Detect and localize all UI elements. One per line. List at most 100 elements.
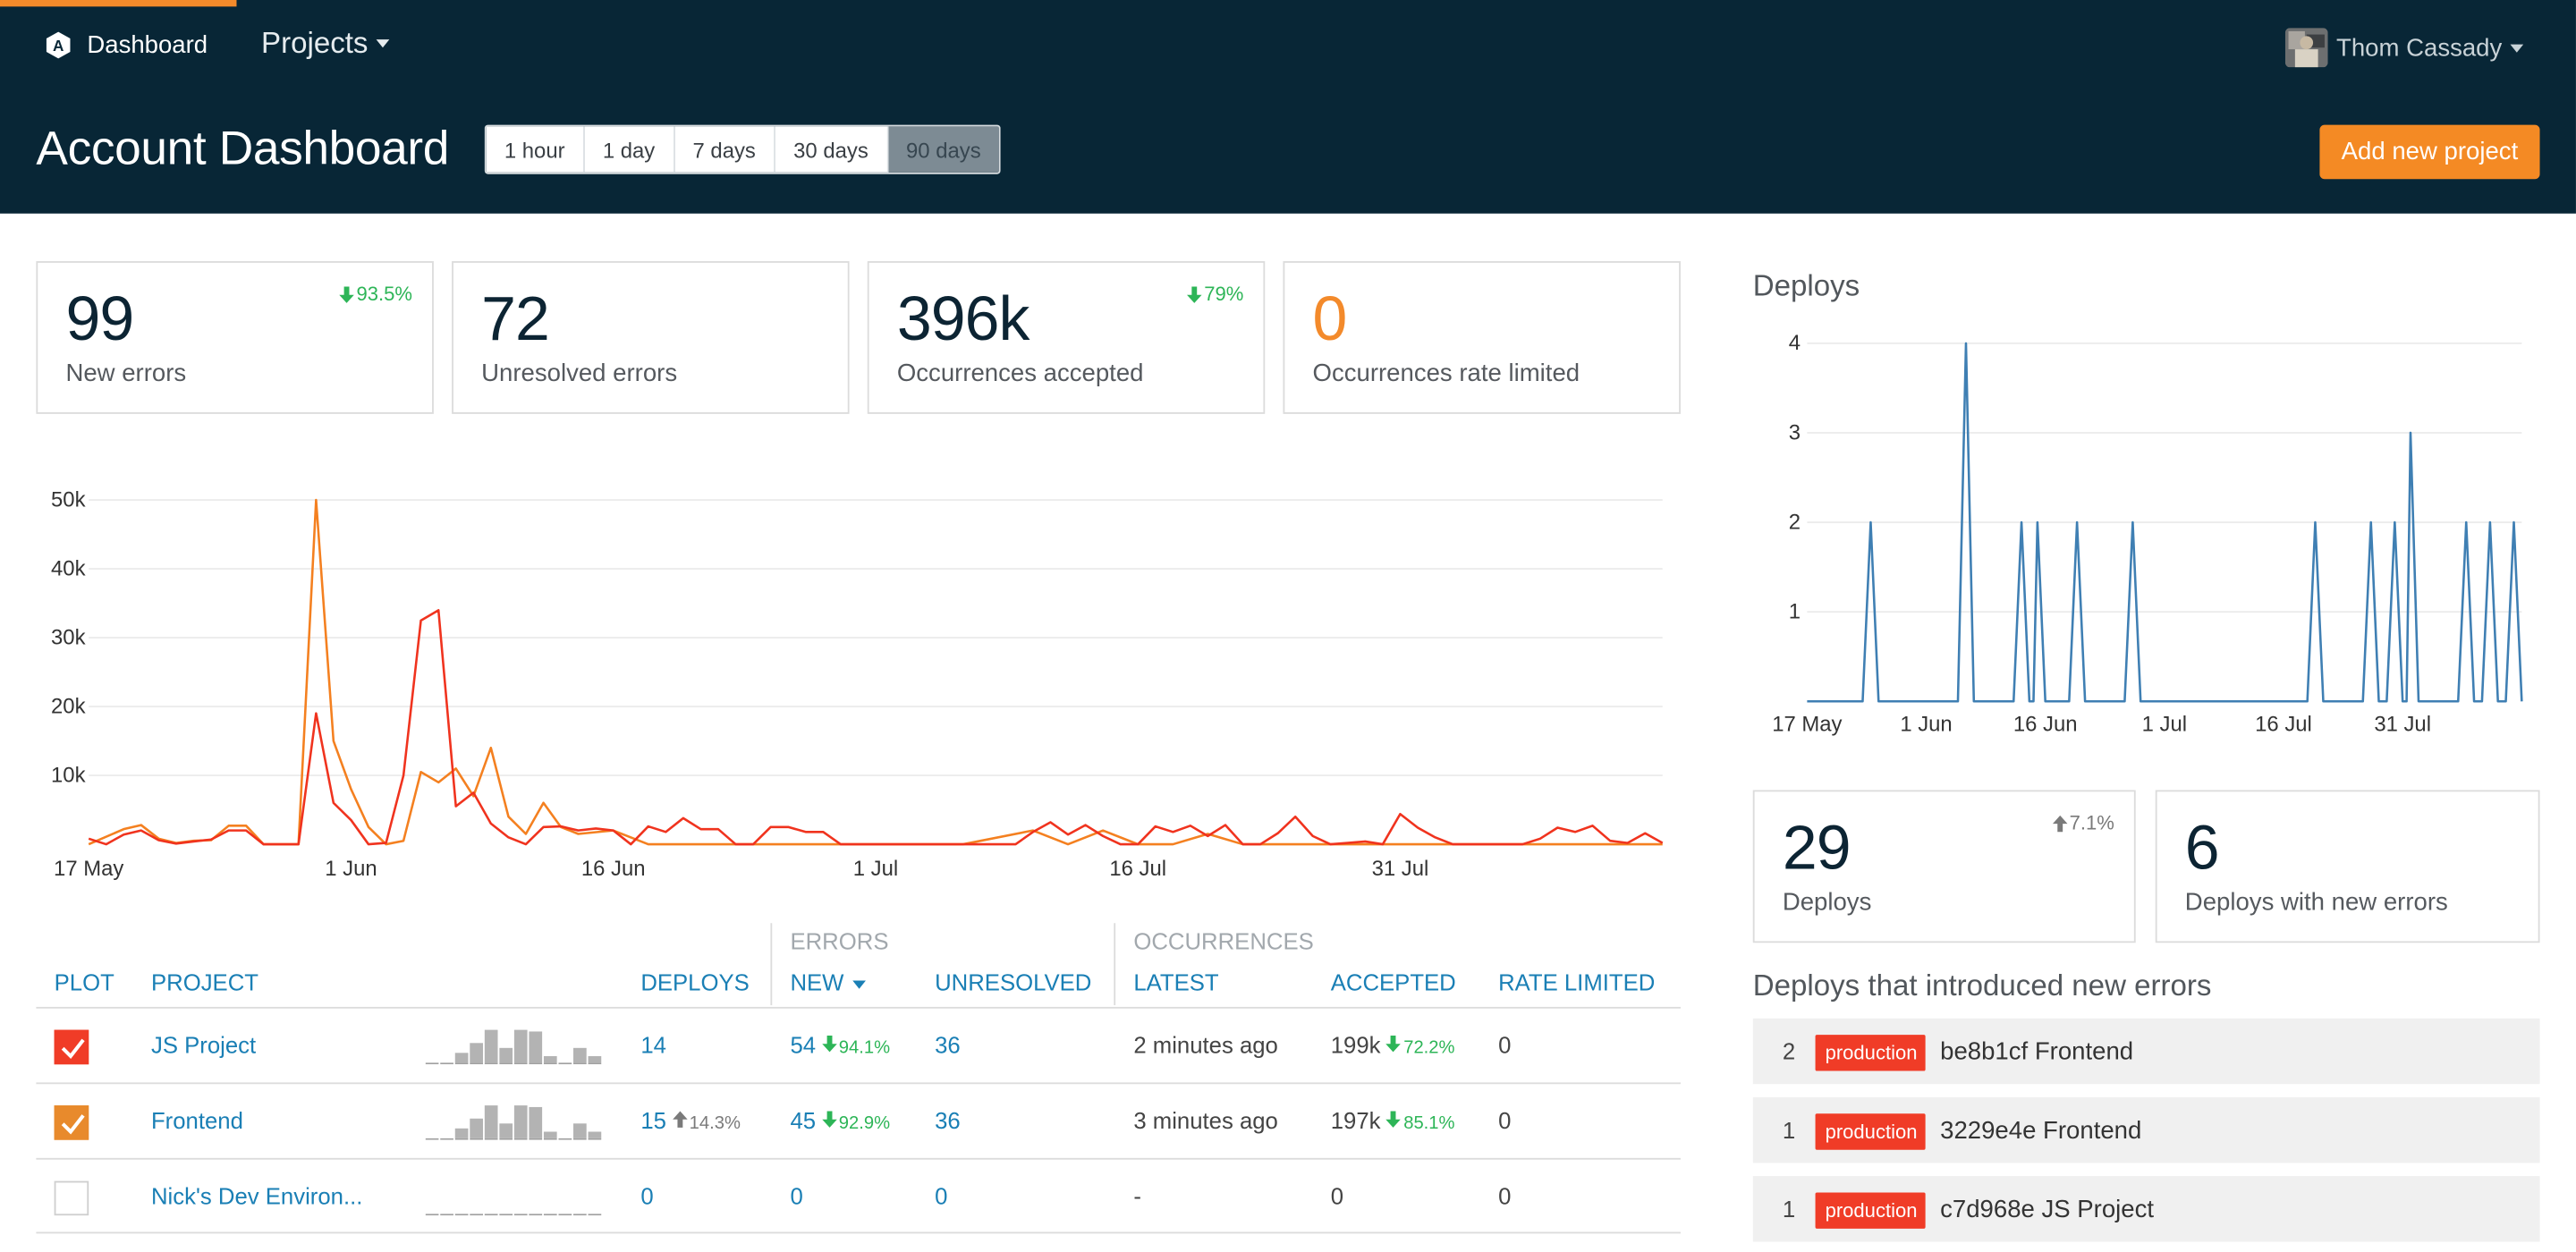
unresolved-link[interactable]: 36 <box>935 1106 961 1134</box>
deploys-cell: 0 <box>640 1182 653 1208</box>
column-header-plot[interactable]: PLOT <box>54 969 114 996</box>
svg-text:A: A <box>53 36 64 54</box>
deploys-link[interactable]: 15 <box>640 1106 666 1134</box>
stat-delta: 7.1% <box>2051 811 2114 834</box>
deploy-link[interactable]: c7d968e JS Project <box>1940 1196 2155 1224</box>
range-7-days-button[interactable]: 7 days <box>674 126 775 173</box>
stat-card-unresolved-errors: 72 Unresolved errors <box>452 261 850 414</box>
x-tick-label: 31 Jul <box>1372 857 1429 881</box>
column-header-new[interactable]: NEW <box>790 969 866 996</box>
sparkline-bar <box>484 1105 498 1138</box>
arrow-down-icon <box>1385 1111 1402 1128</box>
accepted-cell: 0 <box>1331 1182 1343 1208</box>
x-tick-label: 1 Jul <box>853 857 898 881</box>
series-line-1 <box>88 609 1664 846</box>
deploys-link[interactable]: 0 <box>640 1182 654 1209</box>
column-header-project[interactable]: PROJECT <box>150 969 258 996</box>
project-sparkline <box>425 1029 602 1065</box>
project-link[interactable]: Nick's Dev Environ... <box>150 1182 363 1209</box>
deploy-list-item[interactable]: 1 production 3229e4e Frontend <box>1752 1096 2540 1163</box>
new-errors-link[interactable]: 54 <box>790 1031 817 1058</box>
sparkline-bar <box>513 1029 528 1063</box>
column-header-latest[interactable]: LATEST <box>1133 969 1219 996</box>
page-title: Account Dashboard <box>36 123 450 176</box>
new-errors-delta-value: 92.9% <box>838 1113 891 1134</box>
stat-label: Unresolved errors <box>481 360 678 388</box>
accepted-delta: 85.1% <box>1385 1111 1455 1134</box>
plot-checkbox[interactable] <box>54 1105 89 1140</box>
column-header-rate-limited[interactable]: RATE LIMITED <box>1498 969 1656 996</box>
y-tick-label: 10k <box>51 763 86 787</box>
range-90-days-button[interactable]: 90 days <box>887 126 999 173</box>
stat-value: 99 <box>65 285 134 355</box>
latest-occurrence: 2 minutes ago <box>1133 1031 1278 1058</box>
checkmark-icon <box>61 1114 85 1135</box>
plot-checkbox[interactable] <box>54 1029 89 1065</box>
project-link[interactable]: Frontend <box>150 1106 243 1134</box>
unresolved-link[interactable]: 36 <box>935 1031 961 1058</box>
new-errors-cell: 45 92.9% <box>790 1107 890 1133</box>
column-header-new-label: NEW <box>790 969 844 996</box>
new-errors-link[interactable]: 45 <box>790 1106 817 1134</box>
deploy-list-item[interactable]: 2 production be8b1cf Frontend <box>1752 1018 2540 1085</box>
sparkline-bar <box>529 1031 543 1063</box>
environment-badge: production <box>1815 1035 1926 1071</box>
latest-occurrence: - <box>1133 1182 1141 1209</box>
new-errors-link[interactable]: 0 <box>790 1182 803 1209</box>
table-bottom-border <box>36 1231 1681 1234</box>
x-tick-label: 1 Jul <box>2142 712 2187 736</box>
sparkline-bar <box>499 1047 513 1063</box>
occurrences-group-header: OCCURRENCES <box>1133 927 1314 955</box>
sparkline-bar <box>529 1106 543 1138</box>
range-1-hour-button[interactable]: 1 hour <box>486 126 585 173</box>
sparkline-bar <box>543 1131 557 1138</box>
y-tick-label: 4 <box>1789 331 1801 355</box>
x-tick-label: 16 Jun <box>2013 712 2078 736</box>
deploys-link[interactable]: 14 <box>640 1031 666 1058</box>
deploy-error-count: 1 <box>1782 1196 1796 1222</box>
stat-delta: 79% <box>1186 283 1243 306</box>
range-1-day-button[interactable]: 1 day <box>584 126 675 173</box>
accepted-delta-value: 85.1% <box>1403 1113 1455 1134</box>
column-header-deploys[interactable]: DEPLOYS <box>640 969 750 996</box>
column-header-unresolved[interactable]: UNRESOLVED <box>935 969 1092 996</box>
series-line-0 <box>1807 342 2523 703</box>
user-menu-dropdown[interactable]: Thom Cassady <box>2285 28 2524 68</box>
nav-projects-dropdown[interactable]: Projects <box>261 26 390 61</box>
stat-card-occurrences-rate-limited: 0 Occurrences rate limited <box>1283 261 1681 414</box>
column-header-accepted[interactable]: ACCEPTED <box>1330 969 1456 996</box>
x-tick-label: 1 Jun <box>325 857 377 881</box>
deploys-cell: 15 14.3% <box>640 1107 741 1133</box>
arrow-up-icon <box>672 1111 687 1128</box>
deploys-chart: 1 2 3 4 17 May 1 Jun 16 Jun 1 Jul 16 Jul 31 Jul <box>1772 331 2523 736</box>
sparkline-bar <box>543 1055 557 1063</box>
arrow-down-icon <box>1385 1036 1402 1053</box>
nav-dashboard-link[interactable]: A Dashboard <box>45 28 208 61</box>
x-tick-label: 31 Jul <box>2374 712 2431 736</box>
occurrences-chart: 10k 20k 30k 40k 50k 17 May 1 Jun 16 Jun 1 Jul 16 … <box>51 487 1664 881</box>
arrow-down-icon <box>821 1036 837 1053</box>
stat-label: Deploys <box>1782 888 1872 917</box>
sparkline-bar <box>470 1118 483 1138</box>
add-new-project-button[interactable]: Add new project <box>2319 124 2540 180</box>
arrow-down-icon <box>821 1111 837 1128</box>
stat-value: 72 <box>481 285 550 355</box>
new-errors-cell: 54 94.1% <box>790 1031 890 1057</box>
deploy-link[interactable]: 3229e4e Frontend <box>1940 1116 2142 1146</box>
sparkline-bar <box>470 1043 483 1063</box>
plot-checkbox[interactable] <box>54 1180 89 1216</box>
y-tick-label: 1 <box>1789 600 1801 624</box>
sparkline-bar <box>573 1123 587 1138</box>
unresolved-link[interactable]: 0 <box>935 1182 948 1209</box>
deploy-list-item[interactable]: 1 production c7d968e JS Project <box>1752 1176 2540 1242</box>
rate-limited-value: 0 <box>1498 1106 1512 1134</box>
deploy-link[interactable]: be8b1cf Frontend <box>1940 1037 2134 1067</box>
table-row: Frontend 15 14.3% 45 92.9% 36 3 minutes ago 197… <box>36 1082 1681 1157</box>
deploy-error-count: 2 <box>1782 1037 1796 1065</box>
new-errors-cell: 0 <box>790 1182 802 1208</box>
range-30-days-button[interactable]: 30 days <box>775 126 888 173</box>
deploys-delta: 14.3% <box>671 1111 741 1133</box>
project-link[interactable]: JS Project <box>150 1031 257 1058</box>
project-sparkline <box>425 1214 602 1216</box>
